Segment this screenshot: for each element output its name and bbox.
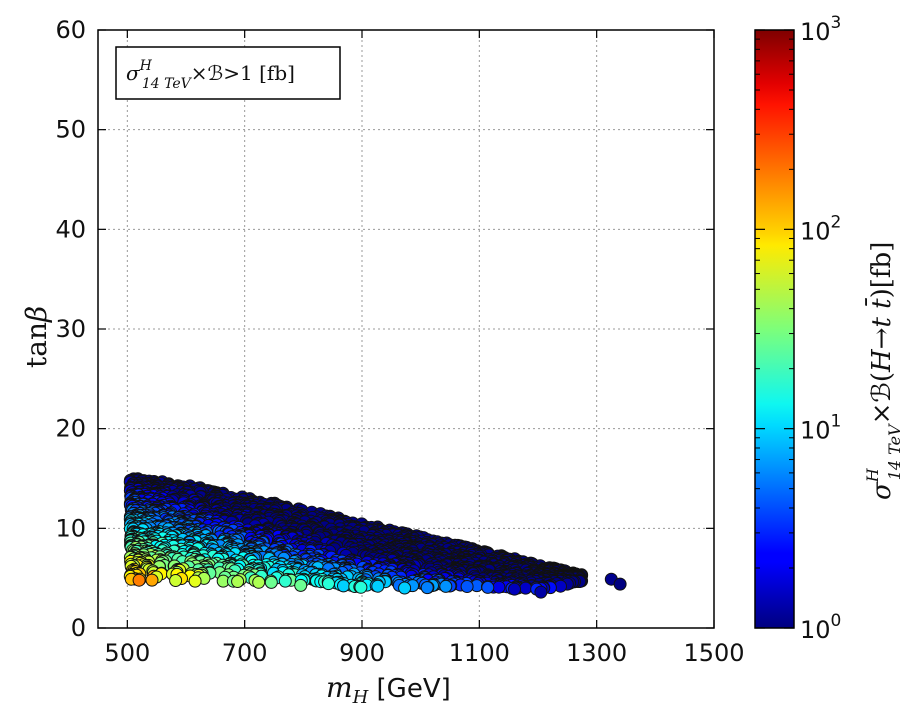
annotation-text: σH 14 TeV×ℬ>1 [fb]: [126, 58, 295, 92]
data-point: [460, 580, 474, 593]
data-point: [534, 585, 548, 599]
data-point: [481, 580, 495, 594]
data-point: [231, 575, 245, 588]
data-point: [371, 579, 385, 593]
x-tick-label: 500: [104, 639, 150, 667]
y-tick-label: 30: [55, 315, 86, 343]
scatter-points: [123, 472, 627, 599]
data-point: [294, 578, 308, 592]
y-tick-label: 50: [55, 116, 86, 144]
data-point: [169, 574, 183, 587]
y-tick-label: 60: [55, 16, 86, 44]
y-tick-label: 40: [55, 215, 86, 243]
data-point: [398, 581, 412, 595]
x-tick-label: 1300: [566, 639, 627, 667]
colorbar-tick-label: 102: [800, 212, 841, 245]
data-point: [354, 580, 368, 594]
data-point: [132, 573, 146, 587]
data-point: [420, 581, 434, 595]
x-tick-label: 1500: [683, 639, 744, 667]
data-point: [264, 575, 278, 589]
y-axis-label: tanβ: [20, 306, 53, 368]
colorbar-tick-label: 101: [800, 412, 841, 445]
data-point: [508, 582, 521, 596]
data-point: [322, 577, 335, 591]
colorbar-ticks: 100 101 102 103: [755, 13, 841, 644]
y-tick-label: 0: [71, 614, 86, 642]
x-tick-label: 1100: [449, 639, 510, 667]
data-point: [188, 574, 202, 588]
colorbar: [754, 29, 795, 629]
axis-ticks: 500 700 900 1100 1300 1500 0 10 20 30 40 50 60: [55, 16, 744, 667]
y-tick-label: 20: [55, 415, 86, 443]
data-point: [145, 573, 159, 587]
colorbar-tick-label: 100: [800, 611, 841, 644]
data-point: [337, 579, 350, 593]
data-point: [613, 577, 627, 591]
x-tick-label: 700: [222, 639, 268, 667]
y-tick-label: 10: [55, 514, 86, 542]
data-point: [278, 574, 292, 588]
colorbar-tick-label: 103: [800, 13, 841, 46]
x-tick-label: 900: [339, 639, 385, 667]
colorbar-label: σH 14 TeV×ℬ(H→t t̄)[fb]: [863, 242, 904, 500]
data-point: [492, 580, 506, 594]
annotation-box: σH 14 TeV×ℬ>1 [fb]: [115, 46, 341, 100]
x-axis-label: mH [GeV]: [326, 671, 451, 708]
data-point: [252, 575, 266, 589]
data-point: [439, 579, 453, 593]
data-point: [519, 581, 533, 595]
